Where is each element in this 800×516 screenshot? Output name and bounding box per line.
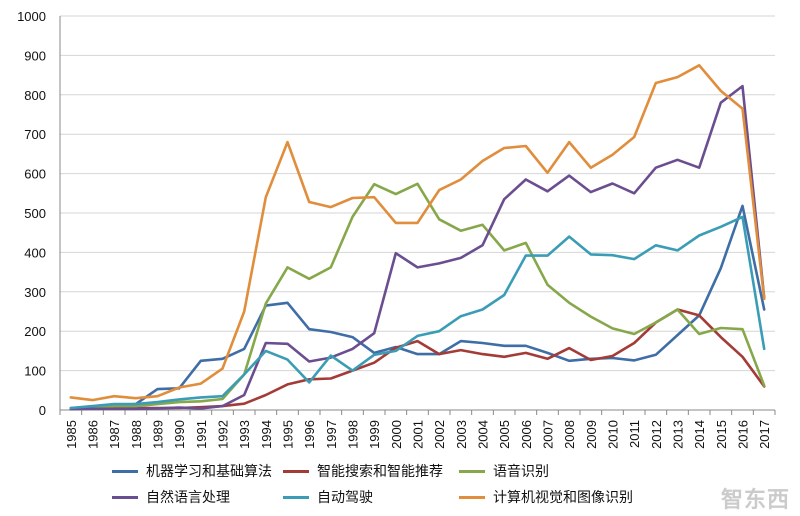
x-tick-label: 2002 (432, 420, 447, 449)
axes (59, 16, 776, 415)
y-tick-label: 100 (24, 364, 46, 379)
x-tick-label: 2003 (454, 420, 469, 449)
x-tick-label: 2015 (714, 420, 729, 449)
x-tick-label: 1988 (129, 420, 144, 449)
series-lines (69, 64, 766, 411)
x-tick-label: 2007 (541, 420, 556, 449)
y-tick-label: 1000 (17, 9, 46, 24)
x-tick-label: 1993 (237, 420, 252, 449)
x-tick-label: 2009 (584, 420, 599, 449)
x-tick-label: 2001 (411, 420, 426, 449)
y-tick-label: 800 (24, 88, 46, 103)
series-line-1 (69, 308, 766, 411)
watermark: 智东西 (720, 488, 790, 513)
x-tick-label: 1994 (259, 420, 274, 449)
x-tick-label: 2014 (692, 420, 707, 449)
y-tick-label: 700 (24, 127, 46, 142)
series-line-0 (69, 204, 766, 410)
x-tick-label: 2000 (389, 420, 404, 449)
x-tick-label: 1991 (194, 420, 209, 449)
x-tick-label: 1987 (107, 420, 122, 449)
x-tick-label: 2010 (606, 420, 621, 449)
series-line-5 (69, 64, 766, 402)
series-line-2 (69, 182, 766, 411)
x-tick-label: 1999 (367, 420, 382, 449)
x-tick-label: 2017 (757, 420, 772, 449)
series-line-4 (69, 215, 766, 410)
y-tick-label: 900 (24, 48, 46, 63)
y-tick-label: 0 (39, 403, 46, 418)
y-tick-label: 500 (24, 206, 46, 221)
x-tick-label: 2016 (736, 420, 751, 449)
y-tick-label: 600 (24, 167, 46, 182)
x-tick-label: 2012 (649, 420, 664, 449)
y-tick-label: 300 (24, 285, 46, 300)
x-tick-label: 1989 (151, 420, 166, 449)
x-tick-label: 2004 (476, 420, 491, 449)
y-axis-ticks: 0 100 200 300 400 500 600 700 800 900 1000 (17, 9, 46, 418)
x-tick-label: 1995 (281, 420, 296, 449)
x-tick-label: 1996 (302, 420, 317, 449)
x-tick-label: 2005 (497, 420, 512, 449)
x-tick-label: 2006 (519, 420, 534, 449)
gridlines (60, 15, 775, 411)
series-line-3 (69, 84, 766, 411)
x-tick-label: 2008 (562, 420, 577, 449)
y-tick-label: 200 (24, 324, 46, 339)
x-tick-label: 1990 (172, 420, 187, 449)
x-tick-label: 1986 (86, 420, 101, 449)
x-tick-label: 1997 (324, 420, 339, 449)
x-tick-label: 1985 (64, 420, 79, 449)
x-tick-label: 2013 (671, 420, 686, 449)
x-tick-label: 1992 (216, 420, 231, 449)
x-axis-ticks: 1985 1986 1987 1988 1989 1990 1991 1992 1993 1994… (64, 420, 772, 449)
y-tick-label: 400 (24, 245, 46, 260)
x-tick-label: 1998 (346, 420, 361, 449)
x-tick-label: 2011 (627, 420, 642, 448)
